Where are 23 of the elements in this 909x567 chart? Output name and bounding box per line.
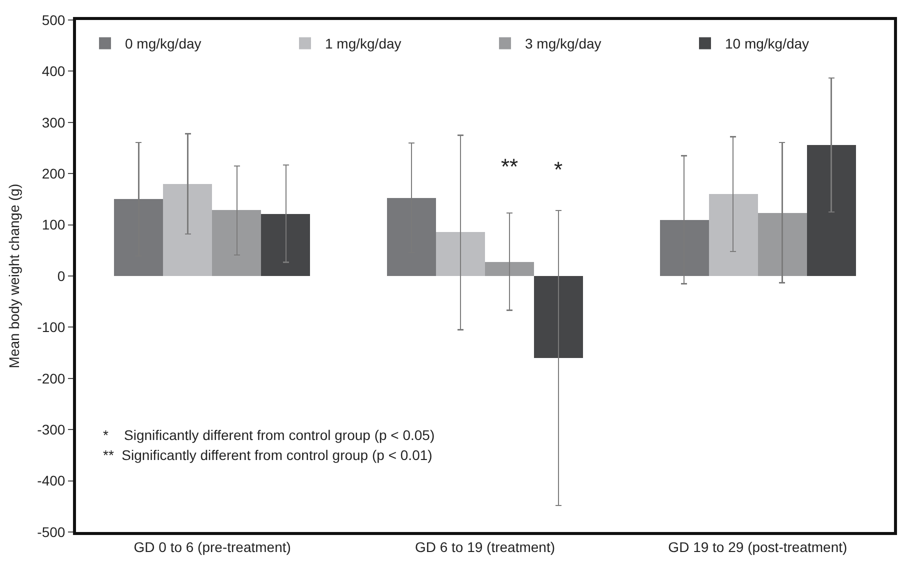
y-tick-label: 100: [42, 216, 66, 233]
y-tick-label: 200: [42, 166, 66, 182]
y-tick-label: 300: [42, 114, 66, 130]
legend-label: 1 mg/kg/day: [325, 36, 402, 52]
annotation: **: [501, 154, 519, 179]
y-tick-label: 500: [42, 12, 66, 28]
y-tick-label: -200: [37, 370, 66, 386]
legend-label: 3 mg/kg/day: [525, 36, 602, 52]
annotation: * Significantly different from control group (p < 0.05): [103, 427, 435, 443]
y-tick-label: -300: [37, 422, 66, 438]
y-tick-label: 0: [57, 268, 66, 284]
x-tick-label: GD 6 to 19 (treatment): [414, 538, 556, 555]
annotation: *: [554, 157, 563, 182]
y-tick-label: 400: [42, 63, 66, 80]
y-axis-title: Mean body weight change (g): [6, 184, 22, 368]
legend-label: 0 mg/kg/day: [125, 36, 202, 52]
y-tick-label: -400: [37, 472, 66, 489]
x-tick-label: GD 19 to 29 (post-treatment): [668, 538, 848, 555]
y-tick-label: -100: [37, 319, 66, 336]
annotation: ** Significantly different from control group (p < 0.01): [103, 447, 432, 463]
legend-label: 10 mg/kg/day: [725, 36, 810, 52]
y-tick-label: -500: [37, 524, 66, 540]
x-tick-label: GD 0 to 6 (pre-treatment): [134, 538, 291, 555]
